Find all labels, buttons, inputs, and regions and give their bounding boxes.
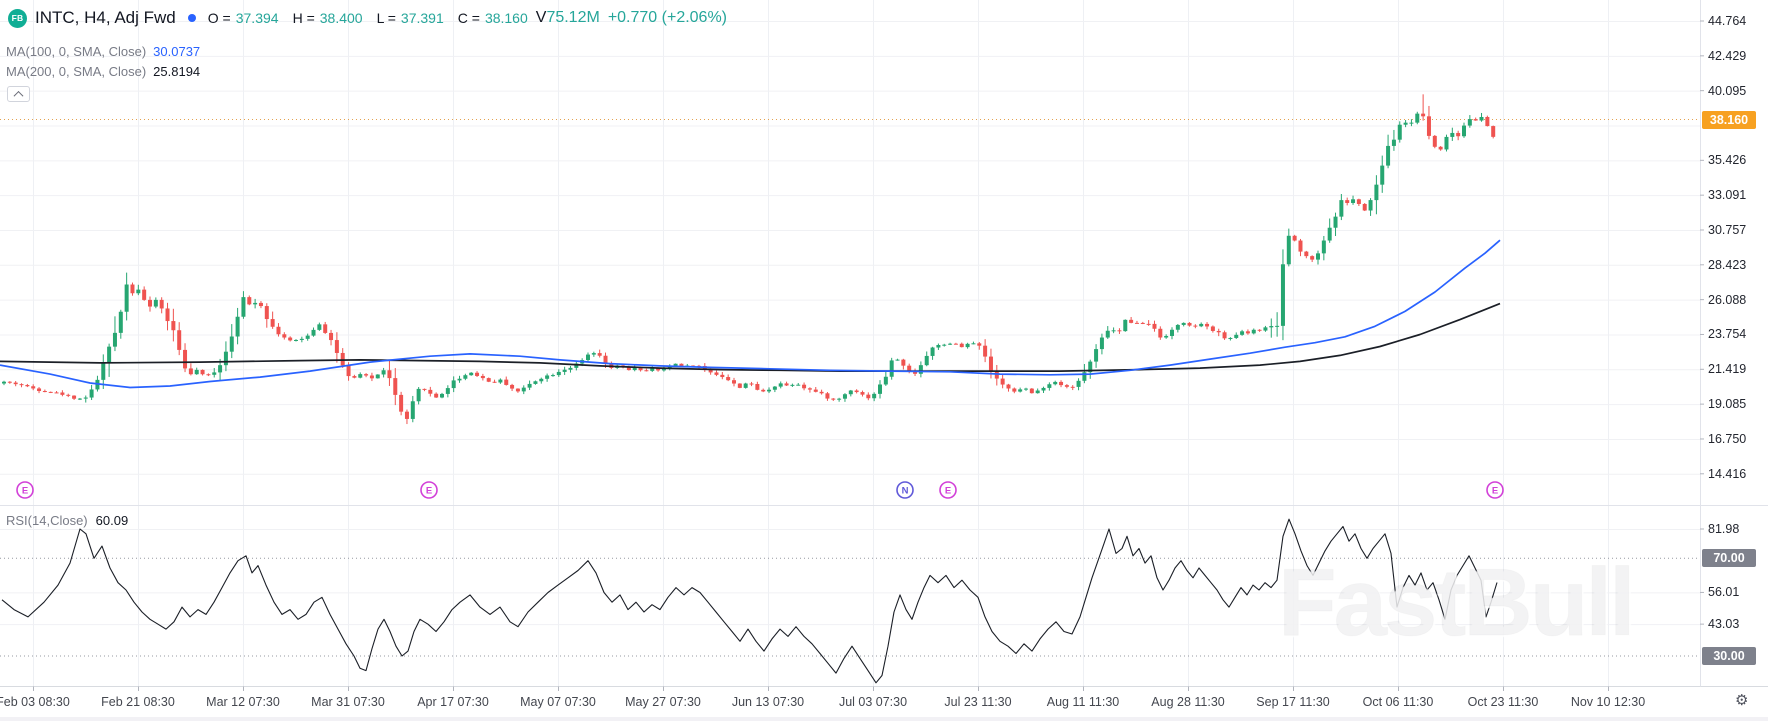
collapse-indicators-button[interactable] (7, 86, 30, 102)
price-axis-label: 33.091 (1708, 188, 1747, 203)
time-axis-label: Nov 10 12:30 (1570, 695, 1646, 709)
price-axis-label: 42.429 (1708, 48, 1747, 63)
rsi-axis-label: 56.01 (1708, 585, 1740, 600)
ohlc-item-value: 37.391 (400, 10, 444, 26)
ohlc-item-value: 38.400 (319, 10, 363, 26)
time-axis-label: Oct 23 11:30 (1467, 695, 1539, 709)
event-marker-earnings[interactable]: E (939, 481, 957, 499)
rsi-line[interactable] (1, 518, 1498, 684)
time-axis-label: Mar 31 07:30 (311, 695, 385, 709)
ohlc-item-label: H = (292, 10, 315, 26)
symbol-header: FB INTC, H4, Adj Fwd O = 37.394 H = 38.400 L… (8, 8, 727, 28)
price-axis-label: 30.757 (1708, 222, 1747, 237)
gridlines-layer (0, 0, 1700, 687)
price-axis-label: 35.426 (1708, 153, 1747, 168)
ohlc-item-label: C = (457, 10, 480, 26)
chevron-up-icon (13, 90, 24, 101)
status-dot-icon (187, 14, 196, 22)
time-axis-label: Jul 03 07:30 (838, 695, 908, 709)
pane-separators (0, 0, 1768, 691)
ma200-label: MA(200, 0, SMA, Close) (6, 64, 147, 79)
ohlc-item-label: O = (207, 10, 231, 26)
event-marker-earnings[interactable]: E (420, 481, 438, 499)
candles-layer (2, 94, 1496, 425)
svg-text:E: E (1492, 486, 1498, 497)
time-axis-label: May 07 07:30 (520, 695, 596, 709)
time-axis-label: Feb 03 08:30 (0, 695, 70, 709)
time-axis-label: Sep 17 11:30 (1256, 695, 1330, 709)
price-axis-label: 23.754 (1708, 327, 1747, 342)
svg-text:E: E (945, 486, 951, 497)
gear-icon[interactable]: ⚙ (1735, 692, 1749, 709)
time-axis-label: May 27 07:30 (625, 695, 701, 709)
svg-text:N: N (902, 486, 909, 497)
price-axis-label: 26.088 (1708, 292, 1747, 307)
price-axis-label: 21.419 (1708, 362, 1747, 377)
indicator-ma200[interactable]: MA(200, 0, SMA, Close) 25.8194 (6, 64, 200, 79)
rsi-label: RSI(14,Close) (6, 513, 88, 528)
svg-text:E: E (22, 486, 28, 497)
time-axis-label: Aug 11 11:30 (1046, 695, 1120, 709)
ohlc-item-label: L = (376, 10, 396, 26)
time-axis-label: Feb 21 08:30 (101, 695, 175, 709)
time-axis-label: Aug 28 11:30 (1151, 695, 1225, 709)
ma100-line[interactable] (0, 239, 1501, 389)
time-axis-label: Jul 23 11:30 (944, 695, 1012, 709)
ohlc-item: C = 38.160 (458, 10, 528, 26)
price-axis-label: 19.085 (1708, 397, 1747, 412)
time-axis-label: Jun 13 07:30 (731, 695, 805, 709)
watermark: FastBull (1278, 549, 1637, 657)
price-axis-label: 16.750 (1708, 431, 1747, 446)
time-axis-label: Apr 17 07:30 (417, 695, 489, 709)
svg-text:E: E (426, 486, 432, 497)
current-price-badge: 38.160 (1702, 110, 1756, 129)
event-marker-earnings[interactable]: E (16, 481, 34, 499)
event-marker-news[interactable]: N (896, 481, 914, 499)
rsi-overbought-badge: 70.00 (1702, 549, 1756, 568)
ohlc-item: H = 38.400 (293, 10, 363, 26)
ohlc-item-value: 37.394 (235, 10, 279, 26)
ma200-line[interactable] (0, 302, 1501, 372)
ohlc-item: O = 37.394 (208, 10, 279, 26)
volume-value: 75.12M (546, 9, 600, 26)
fastbull-logo-icon: FB (8, 8, 27, 28)
ohlc-item: L = 37.391 (377, 10, 444, 26)
indicator-ma100[interactable]: MA(100, 0, SMA, Close) 30.0737 (6, 44, 200, 59)
indicator-rsi[interactable]: RSI(14,Close) 60.09 (6, 513, 128, 528)
price-axis-label: 40.095 (1708, 83, 1747, 98)
symbol-title[interactable]: INTC, H4, Adj Fwd (35, 8, 176, 27)
change-value: +0.770 (+2.06%) (607, 9, 728, 26)
rsi-value: 60.09 (95, 513, 129, 528)
ohlc-item-value: 38.160 (484, 10, 528, 26)
time-axis-label: Mar 12 07:30 (206, 695, 280, 709)
bottom-strip (0, 717, 1768, 721)
price-axis-label: 14.416 (1708, 466, 1747, 481)
event-marker-earnings[interactable]: E (1486, 481, 1504, 499)
time-axis-label: Oct 06 11:30 (1362, 695, 1434, 709)
ma200-value: 25.8194 (153, 64, 201, 79)
rsi-oversold-badge: 30.00 (1702, 646, 1756, 665)
ohlc-row: O = 37.394 H = 38.400 L = 37.391 C = 38.160 (208, 10, 528, 26)
ma100-value: 30.0737 (153, 44, 201, 59)
price-axis-label: 28.423 (1708, 257, 1747, 272)
rsi-axis-label: 81.98 (1708, 522, 1740, 536)
ma100-label: MA(100, 0, SMA, Close) (6, 44, 147, 59)
price-axis-label: 44.764 (1708, 14, 1747, 28)
volume-label: V (535, 9, 547, 26)
rsi-axis-label: 43.03 (1708, 617, 1740, 632)
